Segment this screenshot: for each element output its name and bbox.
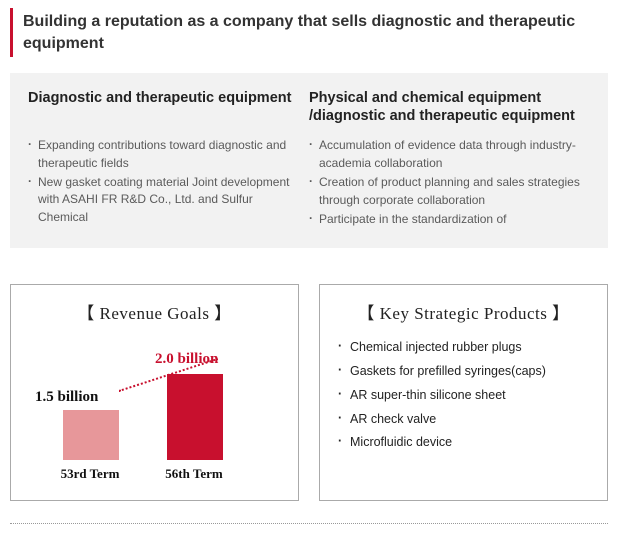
bracket-open-icon: 【 bbox=[357, 304, 375, 323]
revenue-value-a: 1.5 billion bbox=[35, 389, 98, 406]
revenue-term-b: 56th Term bbox=[149, 466, 239, 482]
footer-divider bbox=[10, 523, 608, 524]
list-item: Accumulation of evidence data through in… bbox=[309, 137, 590, 172]
list-item: AR check valve bbox=[336, 408, 591, 432]
products-card: 【 Key Strategic Products 】 Chemical inje… bbox=[319, 284, 608, 501]
revenue-card-title: 【 Revenue Goals 】 bbox=[27, 299, 282, 324]
revenue-card: 【 Revenue Goals 】 1.5 billion 2.0 billio… bbox=[10, 284, 299, 501]
col-right-list: Accumulation of evidence data through in… bbox=[309, 137, 590, 228]
products-card-title: 【 Key Strategic Products 】 bbox=[336, 299, 591, 324]
list-item: New gasket coating material Joint develo… bbox=[28, 174, 295, 226]
list-item: Microfluidic device bbox=[336, 431, 591, 455]
bracket-close-icon: 】 bbox=[214, 304, 232, 323]
revenue-card-title-text: Revenue Goals bbox=[100, 304, 210, 323]
list-item: AR super-thin silicone sheet bbox=[336, 384, 591, 408]
product-list: Chemical injected rubber plugs Gaskets f… bbox=[336, 334, 591, 455]
revenue-term-a: 53rd Term bbox=[45, 466, 135, 482]
col-left-list: Expanding contributions toward diagnosti… bbox=[28, 137, 295, 226]
col-right: Physical and chemical equipment /diagnos… bbox=[309, 89, 590, 230]
col-left-title: Diagnostic and therapeutic equipment bbox=[28, 89, 295, 125]
bracket-open-icon: 【 bbox=[77, 304, 95, 323]
col-right-title: Physical and chemical equipment /diagnos… bbox=[309, 89, 590, 125]
col-left: Diagnostic and therapeutic equipment Exp… bbox=[28, 89, 309, 230]
revenue-bar-b bbox=[167, 374, 223, 460]
revenue-bar-a bbox=[63, 410, 119, 460]
revenue-chart: 1.5 billion 2.0 billion 53rd Term 56th T… bbox=[27, 334, 282, 484]
list-item: Participate in the standardization of bbox=[309, 211, 590, 228]
main-title: Building a reputation as a company that … bbox=[10, 8, 608, 57]
list-item: Expanding contributions toward diagnosti… bbox=[28, 137, 295, 172]
list-item: Creation of product planning and sales s… bbox=[309, 174, 590, 209]
bottom-row: 【 Revenue Goals 】 1.5 billion 2.0 billio… bbox=[10, 284, 608, 501]
top-panel: Diagnostic and therapeutic equipment Exp… bbox=[10, 73, 608, 248]
bracket-close-icon: 】 bbox=[552, 304, 570, 323]
products-card-title-text: Key Strategic Products bbox=[380, 304, 548, 323]
list-item: Chemical injected rubber plugs bbox=[336, 336, 591, 360]
list-item: Gaskets for prefilled syringes(caps) bbox=[336, 360, 591, 384]
